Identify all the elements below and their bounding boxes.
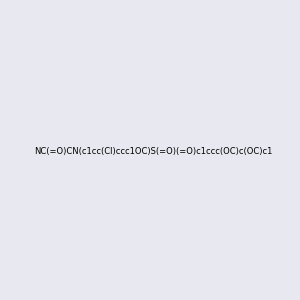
Text: NC(=O)CN(c1cc(Cl)ccc1OC)S(=O)(=O)c1ccc(OC)c(OC)c1: NC(=O)CN(c1cc(Cl)ccc1OC)S(=O)(=O)c1ccc(O… — [34, 147, 273, 156]
